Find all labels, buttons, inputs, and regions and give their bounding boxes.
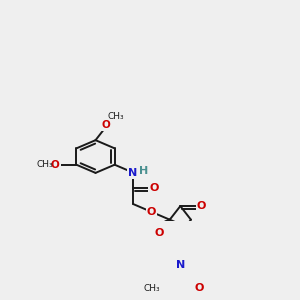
Text: O: O bbox=[102, 120, 110, 130]
Text: CH₃: CH₃ bbox=[36, 160, 53, 169]
Text: H: H bbox=[140, 166, 149, 176]
Text: O: O bbox=[154, 228, 164, 238]
Text: O: O bbox=[51, 160, 60, 170]
Text: O: O bbox=[194, 283, 203, 293]
Text: O: O bbox=[147, 207, 156, 217]
Text: N: N bbox=[176, 260, 185, 270]
Text: O: O bbox=[197, 201, 206, 211]
Text: N: N bbox=[128, 168, 138, 178]
Text: CH₃: CH₃ bbox=[144, 284, 160, 293]
Text: CH₃: CH₃ bbox=[108, 112, 124, 121]
Text: O: O bbox=[149, 183, 159, 193]
